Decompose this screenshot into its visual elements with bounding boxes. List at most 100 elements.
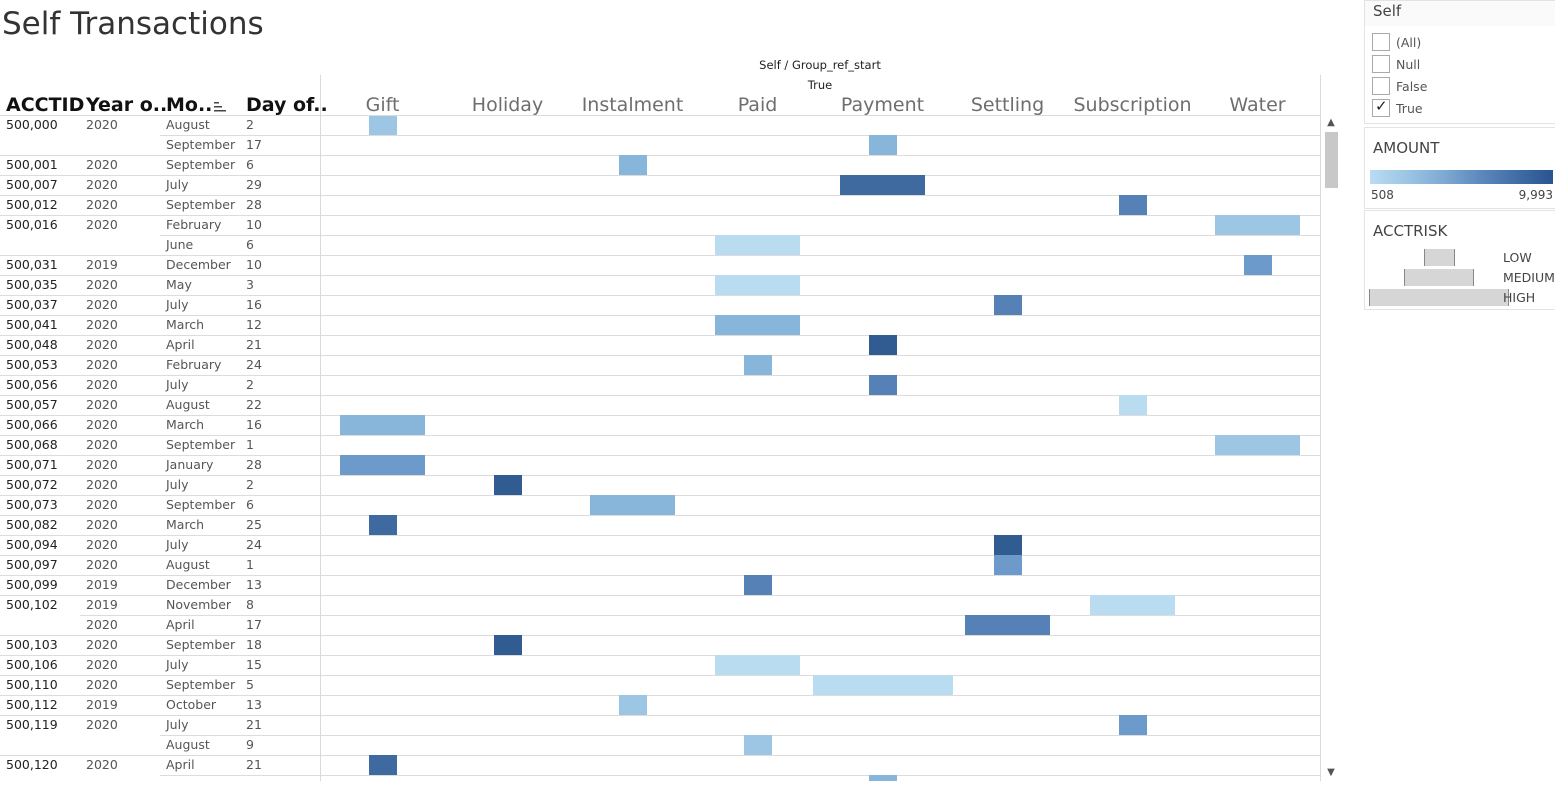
month-header[interactable]: Mo..: [166, 94, 213, 116]
table-row[interactable]: 500,073 2020 September 6: [0, 495, 1320, 515]
vertical-scrollbar[interactable]: ▲ ▼: [1322, 115, 1340, 781]
sort-icon[interactable]: [214, 100, 226, 112]
transaction-mark[interactable]: [1119, 395, 1147, 415]
table-row[interactable]: 500,035 2020 May 3: [0, 275, 1320, 295]
category-header-water[interactable]: Water: [1229, 94, 1286, 116]
table-row[interactable]: 500,056 2020 July 2: [0, 375, 1320, 395]
table-row[interactable]: [0, 775, 1320, 781]
transaction-mark[interactable]: [1215, 435, 1300, 455]
divider: [320, 75, 321, 781]
table-row[interactable]: 500,097 2020 August 1: [0, 555, 1320, 575]
acctid-cell: 500,073: [6, 497, 58, 512]
table-row[interactable]: 500,000 2020 August 2: [0, 115, 1320, 136]
table-row[interactable]: 500,103 2020 September 18: [0, 635, 1320, 655]
table-row[interactable]: 500,082 2020 March 25: [0, 515, 1320, 535]
table-row[interactable]: June 6: [0, 235, 1320, 255]
table-row[interactable]: 500,012 2020 September 28: [0, 195, 1320, 215]
transaction-mark[interactable]: [590, 495, 675, 515]
table-row[interactable]: 500,119 2020 July 21: [0, 715, 1320, 735]
category-header-gift[interactable]: Gift: [365, 94, 400, 116]
category-header-settling[interactable]: Settling: [970, 94, 1045, 116]
transaction-mark[interactable]: [369, 116, 397, 136]
transaction-mark[interactable]: [1244, 255, 1272, 275]
table-row[interactable]: 500,120 2020 April 21: [0, 755, 1320, 775]
acctid-cell: 500,048: [6, 337, 58, 352]
checkbox[interactable]: [1372, 77, 1390, 95]
category-header-payment[interactable]: Payment: [840, 94, 925, 116]
transaction-mark[interactable]: [744, 355, 772, 375]
transaction-mark[interactable]: [715, 655, 800, 675]
table-row[interactable]: 500,048 2020 April 21: [0, 335, 1320, 355]
year-cell: 2020: [86, 397, 118, 412]
transaction-mark[interactable]: [1215, 215, 1300, 235]
transaction-mark[interactable]: [494, 475, 522, 495]
table-row[interactable]: September 17: [0, 135, 1320, 155]
table-row[interactable]: 500,099 2019 December 13: [0, 575, 1320, 595]
category-header-subscription[interactable]: Subscription: [1073, 94, 1192, 116]
scroll-thumb[interactable]: [1325, 132, 1338, 188]
table-row[interactable]: 500,037 2020 July 16: [0, 295, 1320, 315]
transaction-mark[interactable]: [744, 575, 772, 595]
transaction-mark[interactable]: [744, 735, 772, 755]
transaction-mark[interactable]: [369, 515, 397, 535]
table-row[interactable]: 500,057 2020 August 22: [0, 395, 1320, 415]
transaction-mark[interactable]: [994, 535, 1022, 555]
transaction-mark[interactable]: [869, 775, 897, 781]
year-cell: 2020: [86, 677, 118, 692]
transaction-mark[interactable]: [869, 375, 897, 395]
day-cell: 3: [246, 277, 254, 292]
category-header-holiday[interactable]: Holiday: [471, 94, 544, 116]
table-row[interactable]: 500,041 2020 March 12: [0, 315, 1320, 335]
scroll-up-icon[interactable]: ▲: [1327, 117, 1335, 128]
transaction-mark[interactable]: [494, 635, 522, 655]
year-cell: 2020: [86, 497, 118, 512]
transaction-mark[interactable]: [869, 135, 897, 155]
table-row[interactable]: 500,072 2020 July 2: [0, 475, 1320, 495]
transaction-mark[interactable]: [994, 295, 1022, 315]
table-row[interactable]: 500,068 2020 September 1: [0, 435, 1320, 455]
acctid-cell: 500,099: [6, 577, 58, 592]
category-header-instalment[interactable]: Instalment: [581, 94, 684, 116]
transaction-mark[interactable]: [715, 315, 800, 335]
checkbox[interactable]: ✓: [1372, 97, 1390, 117]
acctid-header[interactable]: ACCTID: [6, 94, 85, 116]
transaction-mark[interactable]: [1119, 715, 1147, 735]
transaction-mark[interactable]: [813, 675, 953, 695]
table-row[interactable]: 500,066 2020 March 16: [0, 415, 1320, 435]
table-row[interactable]: 500,106 2020 July 15: [0, 655, 1320, 675]
table-row[interactable]: 2020 April 17: [0, 615, 1320, 635]
transaction-mark[interactable]: [340, 415, 425, 435]
table-row[interactable]: 500,007 2020 July 29: [0, 175, 1320, 195]
day-header[interactable]: Day of..: [246, 94, 328, 116]
table-row[interactable]: 500,001 2020 September 6: [0, 155, 1320, 175]
checkbox[interactable]: [1372, 33, 1390, 51]
table-row[interactable]: 500,112 2019 October 13: [0, 695, 1320, 715]
transaction-mark[interactable]: [1119, 195, 1147, 215]
table-row[interactable]: 500,071 2020 January 28: [0, 455, 1320, 475]
scroll-down-icon[interactable]: ▼: [1327, 767, 1335, 778]
checkbox[interactable]: [1372, 55, 1390, 73]
transaction-mark[interactable]: [715, 235, 800, 255]
transaction-mark[interactable]: [715, 275, 800, 295]
transaction-mark[interactable]: [1090, 595, 1175, 615]
row-divider: [0, 115, 1320, 116]
transaction-mark[interactable]: [869, 335, 897, 355]
table-row[interactable]: 500,094 2020 July 24: [0, 535, 1320, 555]
transaction-mark[interactable]: [965, 615, 1050, 635]
transaction-mark[interactable]: [994, 555, 1022, 575]
table-row[interactable]: 500,031 2019 December 10: [0, 255, 1320, 275]
table-row[interactable]: August 9: [0, 735, 1320, 755]
transaction-mark[interactable]: [369, 755, 397, 775]
day-cell: 29: [246, 177, 262, 192]
year-header[interactable]: Year o..: [86, 94, 168, 116]
table-row[interactable]: 500,016 2020 February 10: [0, 215, 1320, 235]
transaction-mark[interactable]: [619, 155, 647, 175]
table-row[interactable]: 500,053 2020 February 24: [0, 355, 1320, 375]
transaction-mark[interactable]: [340, 455, 425, 475]
table-row[interactable]: 500,110 2020 September 5: [0, 675, 1320, 695]
row-divider: [0, 575, 1320, 576]
category-header-paid[interactable]: Paid: [737, 94, 778, 116]
table-row[interactable]: 500,102 2019 November 8: [0, 595, 1320, 615]
transaction-mark[interactable]: [619, 695, 647, 715]
transaction-mark[interactable]: [840, 175, 925, 195]
